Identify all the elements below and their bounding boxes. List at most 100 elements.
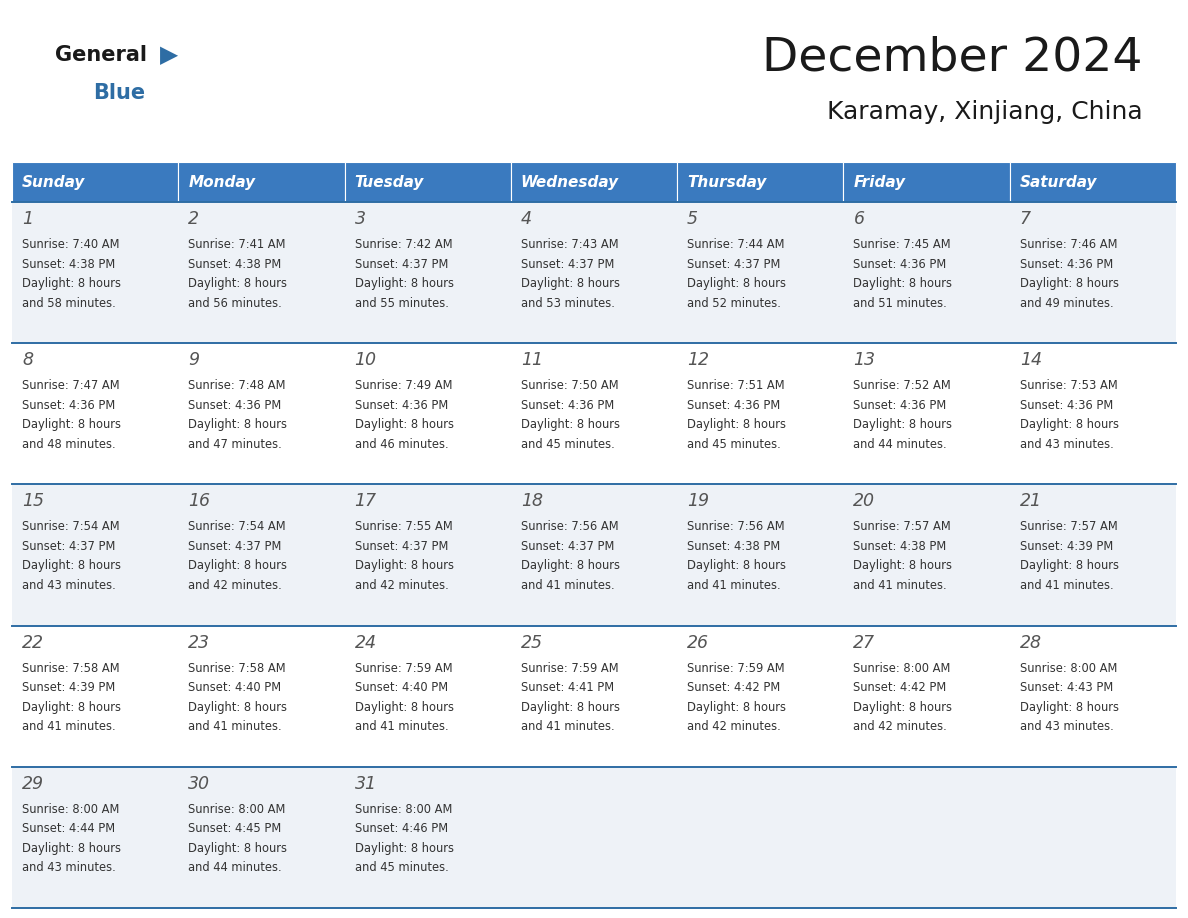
Text: and 43 minutes.: and 43 minutes. bbox=[23, 861, 115, 874]
Text: Daylight: 8 hours: Daylight: 8 hours bbox=[23, 700, 121, 713]
Text: Sunset: 4:37 PM: Sunset: 4:37 PM bbox=[23, 540, 115, 553]
Text: 12: 12 bbox=[687, 352, 709, 369]
Text: Daylight: 8 hours: Daylight: 8 hours bbox=[687, 559, 786, 573]
Text: Daylight: 8 hours: Daylight: 8 hours bbox=[188, 700, 287, 713]
Text: 14: 14 bbox=[1019, 352, 1042, 369]
Text: Daylight: 8 hours: Daylight: 8 hours bbox=[354, 559, 454, 573]
Text: Sunrise: 7:48 AM: Sunrise: 7:48 AM bbox=[188, 379, 286, 392]
Text: Sunset: 4:37 PM: Sunset: 4:37 PM bbox=[687, 258, 781, 271]
Text: and 46 minutes.: and 46 minutes. bbox=[354, 438, 448, 451]
Text: and 42 minutes.: and 42 minutes. bbox=[354, 579, 448, 592]
Text: and 44 minutes.: and 44 minutes. bbox=[853, 438, 947, 451]
Text: Daylight: 8 hours: Daylight: 8 hours bbox=[188, 277, 287, 290]
Text: Sunrise: 7:49 AM: Sunrise: 7:49 AM bbox=[354, 379, 453, 392]
Text: Sunset: 4:41 PM: Sunset: 4:41 PM bbox=[520, 681, 614, 694]
Text: Sunrise: 7:52 AM: Sunrise: 7:52 AM bbox=[853, 379, 952, 392]
Text: Thursday: Thursday bbox=[687, 174, 766, 189]
Text: Sunrise: 7:59 AM: Sunrise: 7:59 AM bbox=[520, 662, 619, 675]
Text: Sunrise: 7:56 AM: Sunrise: 7:56 AM bbox=[520, 521, 619, 533]
Text: and 58 minutes.: and 58 minutes. bbox=[23, 297, 115, 309]
Bar bbox=[178, 162, 345, 202]
Text: Sunset: 4:36 PM: Sunset: 4:36 PM bbox=[1019, 258, 1113, 271]
Text: Daylight: 8 hours: Daylight: 8 hours bbox=[23, 559, 121, 573]
Text: 2: 2 bbox=[188, 210, 200, 228]
Text: Friday: Friday bbox=[853, 174, 905, 189]
Text: Sunset: 4:37 PM: Sunset: 4:37 PM bbox=[520, 540, 614, 553]
Text: Sunrise: 7:54 AM: Sunrise: 7:54 AM bbox=[23, 521, 120, 533]
Text: Sunrise: 8:00 AM: Sunrise: 8:00 AM bbox=[853, 662, 950, 675]
Text: Sunrise: 7:50 AM: Sunrise: 7:50 AM bbox=[520, 379, 619, 392]
Text: Daylight: 8 hours: Daylight: 8 hours bbox=[853, 419, 953, 431]
Text: Daylight: 8 hours: Daylight: 8 hours bbox=[1019, 559, 1119, 573]
Text: 25: 25 bbox=[520, 633, 543, 652]
Text: 22: 22 bbox=[23, 633, 44, 652]
Text: Sunrise: 7:41 AM: Sunrise: 7:41 AM bbox=[188, 238, 286, 251]
Bar bbox=[1010, 162, 1176, 202]
Text: 20: 20 bbox=[853, 492, 876, 510]
Text: Sunset: 4:36 PM: Sunset: 4:36 PM bbox=[853, 258, 947, 271]
Bar bbox=[12, 343, 1176, 485]
Text: and 51 minutes.: and 51 minutes. bbox=[853, 297, 947, 309]
Text: and 41 minutes.: and 41 minutes. bbox=[687, 579, 781, 592]
Text: and 45 minutes.: and 45 minutes. bbox=[687, 438, 781, 451]
Text: Sunset: 4:36 PM: Sunset: 4:36 PM bbox=[687, 398, 781, 411]
Text: Daylight: 8 hours: Daylight: 8 hours bbox=[23, 277, 121, 290]
Bar bbox=[12, 767, 1176, 908]
Text: Daylight: 8 hours: Daylight: 8 hours bbox=[1019, 277, 1119, 290]
Text: Sunset: 4:37 PM: Sunset: 4:37 PM bbox=[188, 540, 282, 553]
Bar bbox=[12, 162, 178, 202]
Text: Sunrise: 7:58 AM: Sunrise: 7:58 AM bbox=[188, 662, 286, 675]
Text: General: General bbox=[55, 45, 147, 65]
Bar bbox=[12, 202, 1176, 343]
Text: Sunrise: 7:40 AM: Sunrise: 7:40 AM bbox=[23, 238, 120, 251]
Text: 16: 16 bbox=[188, 492, 210, 510]
Text: and 41 minutes.: and 41 minutes. bbox=[23, 720, 115, 733]
Text: Daylight: 8 hours: Daylight: 8 hours bbox=[687, 700, 786, 713]
Text: Sunrise: 7:53 AM: Sunrise: 7:53 AM bbox=[1019, 379, 1118, 392]
Text: Sunrise: 7:43 AM: Sunrise: 7:43 AM bbox=[520, 238, 619, 251]
Text: Sunrise: 7:54 AM: Sunrise: 7:54 AM bbox=[188, 521, 286, 533]
Text: Daylight: 8 hours: Daylight: 8 hours bbox=[188, 559, 287, 573]
Text: Daylight: 8 hours: Daylight: 8 hours bbox=[188, 842, 287, 855]
Text: and 43 minutes.: and 43 minutes. bbox=[1019, 720, 1113, 733]
Text: and 43 minutes.: and 43 minutes. bbox=[23, 579, 115, 592]
Text: 6: 6 bbox=[853, 210, 865, 228]
Bar bbox=[12, 485, 1176, 625]
Text: and 55 minutes.: and 55 minutes. bbox=[354, 297, 448, 309]
Text: 1: 1 bbox=[23, 210, 33, 228]
Text: 23: 23 bbox=[188, 633, 210, 652]
Bar bbox=[843, 162, 1010, 202]
Text: Sunset: 4:42 PM: Sunset: 4:42 PM bbox=[853, 681, 947, 694]
Text: Sunset: 4:46 PM: Sunset: 4:46 PM bbox=[354, 823, 448, 835]
Text: Tuesday: Tuesday bbox=[354, 174, 424, 189]
Text: Daylight: 8 hours: Daylight: 8 hours bbox=[853, 277, 953, 290]
Text: Sunset: 4:45 PM: Sunset: 4:45 PM bbox=[188, 823, 282, 835]
Text: Sunset: 4:42 PM: Sunset: 4:42 PM bbox=[687, 681, 781, 694]
Bar bbox=[345, 162, 511, 202]
Text: Sunset: 4:37 PM: Sunset: 4:37 PM bbox=[354, 540, 448, 553]
Text: Sunset: 4:40 PM: Sunset: 4:40 PM bbox=[354, 681, 448, 694]
Text: and 42 minutes.: and 42 minutes. bbox=[853, 720, 947, 733]
Text: ▶: ▶ bbox=[160, 43, 178, 67]
Text: 28: 28 bbox=[1019, 633, 1042, 652]
Text: 8: 8 bbox=[23, 352, 33, 369]
Text: Sunset: 4:36 PM: Sunset: 4:36 PM bbox=[188, 398, 282, 411]
Text: 18: 18 bbox=[520, 492, 543, 510]
Text: December 2024: December 2024 bbox=[763, 36, 1143, 81]
Bar bbox=[12, 625, 1176, 767]
Text: Sunrise: 8:00 AM: Sunrise: 8:00 AM bbox=[188, 803, 285, 816]
Text: and 44 minutes.: and 44 minutes. bbox=[188, 861, 282, 874]
Text: Wednesday: Wednesday bbox=[520, 174, 619, 189]
Text: Sunrise: 7:59 AM: Sunrise: 7:59 AM bbox=[687, 662, 785, 675]
Text: 5: 5 bbox=[687, 210, 699, 228]
Text: Sunrise: 8:00 AM: Sunrise: 8:00 AM bbox=[1019, 662, 1117, 675]
Text: and 49 minutes.: and 49 minutes. bbox=[1019, 297, 1113, 309]
Text: Sunset: 4:40 PM: Sunset: 4:40 PM bbox=[188, 681, 282, 694]
Text: Sunrise: 7:44 AM: Sunrise: 7:44 AM bbox=[687, 238, 784, 251]
Text: Sunrise: 7:46 AM: Sunrise: 7:46 AM bbox=[1019, 238, 1117, 251]
Text: Sunday: Sunday bbox=[23, 174, 86, 189]
Text: 13: 13 bbox=[853, 352, 876, 369]
Text: 27: 27 bbox=[853, 633, 876, 652]
Text: 4: 4 bbox=[520, 210, 532, 228]
Text: 29: 29 bbox=[23, 775, 44, 793]
